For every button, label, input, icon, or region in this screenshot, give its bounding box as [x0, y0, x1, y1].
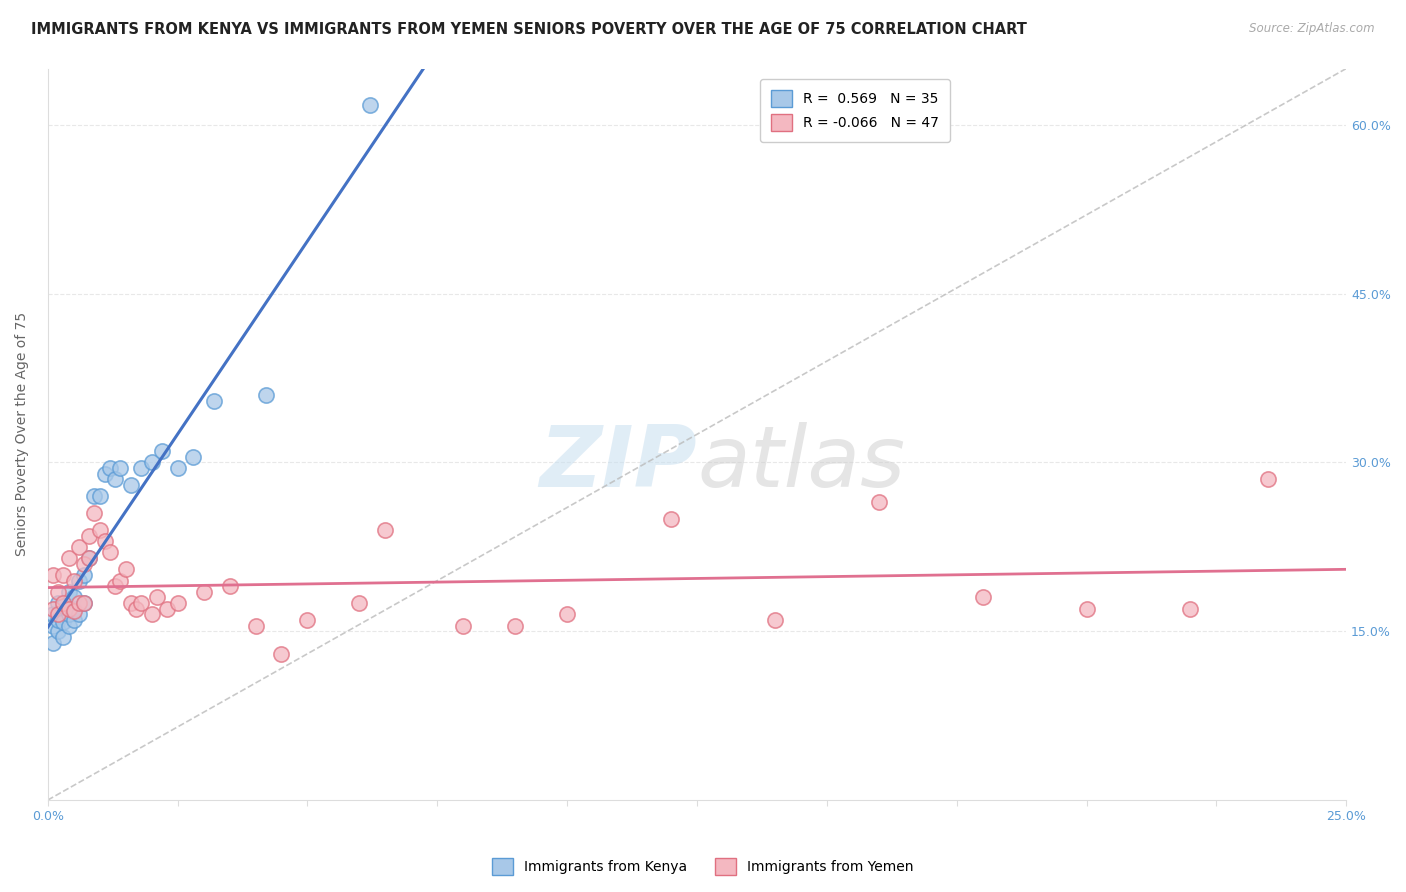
Legend: Immigrants from Kenya, Immigrants from Yemen: Immigrants from Kenya, Immigrants from Y… — [486, 853, 920, 880]
Point — [52, 630, 75, 644]
Point — [73, 557, 96, 571]
Point — [125, 601, 148, 615]
Point — [181, 450, 204, 464]
Point — [83, 506, 105, 520]
Point — [42, 601, 65, 615]
Point — [156, 601, 179, 615]
Text: IMMIGRANTS FROM KENYA VS IMMIGRANTS FROM YEMEN SENIORS POVERTY OVER THE AGE OF 7: IMMIGRANTS FROM KENYA VS IMMIGRANTS FROM… — [31, 22, 1026, 37]
Point — [104, 579, 127, 593]
Point — [83, 489, 105, 503]
Point — [42, 568, 65, 582]
Point — [67, 596, 90, 610]
Point — [503, 618, 526, 632]
Point — [73, 596, 96, 610]
Text: ZIP: ZIP — [540, 422, 697, 505]
Point — [46, 585, 69, 599]
Point — [129, 596, 152, 610]
Point — [202, 393, 225, 408]
Point — [129, 461, 152, 475]
Point — [52, 568, 75, 582]
Point — [150, 444, 173, 458]
Point — [451, 618, 474, 632]
Point — [52, 615, 75, 630]
Point — [114, 562, 136, 576]
Point — [62, 604, 84, 618]
Point — [67, 574, 90, 588]
Point — [374, 523, 396, 537]
Point — [73, 568, 96, 582]
Point — [94, 534, 117, 549]
Point — [52, 596, 75, 610]
Point — [62, 574, 84, 588]
Point — [46, 596, 69, 610]
Point — [98, 461, 121, 475]
Point — [98, 545, 121, 559]
Point — [104, 472, 127, 486]
Point — [58, 618, 80, 632]
Point — [67, 607, 90, 622]
Point — [73, 596, 96, 610]
Text: Source: ZipAtlas.com: Source: ZipAtlas.com — [1250, 22, 1375, 36]
Point — [555, 607, 578, 622]
Point — [62, 613, 84, 627]
Point — [146, 591, 169, 605]
Point — [141, 607, 163, 622]
Point — [46, 613, 69, 627]
Point — [62, 601, 84, 615]
Point — [89, 523, 111, 537]
Point — [1180, 601, 1202, 615]
Point — [972, 591, 994, 605]
Point — [120, 478, 142, 492]
Point — [141, 455, 163, 469]
Point — [1257, 472, 1279, 486]
Point — [254, 388, 277, 402]
Point — [67, 540, 90, 554]
Point — [868, 495, 890, 509]
Point — [79, 528, 101, 542]
Point — [763, 613, 786, 627]
Point — [166, 461, 188, 475]
Point — [218, 579, 240, 593]
Point — [270, 647, 292, 661]
Point — [42, 607, 65, 622]
Point — [79, 551, 101, 566]
Point — [52, 599, 75, 614]
Point — [359, 97, 381, 112]
Point — [166, 596, 188, 610]
Legend: R =  0.569   N = 35, R = -0.066   N = 47: R = 0.569 N = 35, R = -0.066 N = 47 — [759, 79, 950, 142]
Point — [349, 596, 371, 610]
Point — [58, 551, 80, 566]
Point — [297, 613, 319, 627]
Point — [46, 624, 69, 639]
Text: atlas: atlas — [697, 422, 905, 505]
Point — [110, 574, 132, 588]
Point — [110, 461, 132, 475]
Point — [89, 489, 111, 503]
Point — [62, 591, 84, 605]
Point — [245, 618, 267, 632]
Point — [42, 618, 65, 632]
Point — [120, 596, 142, 610]
Point — [42, 635, 65, 649]
Y-axis label: Seniors Poverty Over the Age of 75: Seniors Poverty Over the Age of 75 — [15, 312, 30, 557]
Point — [58, 585, 80, 599]
Point — [1076, 601, 1098, 615]
Point — [58, 607, 80, 622]
Point — [58, 601, 80, 615]
Point — [79, 551, 101, 566]
Point — [46, 607, 69, 622]
Point — [193, 585, 215, 599]
Point — [94, 467, 117, 481]
Point — [659, 512, 682, 526]
